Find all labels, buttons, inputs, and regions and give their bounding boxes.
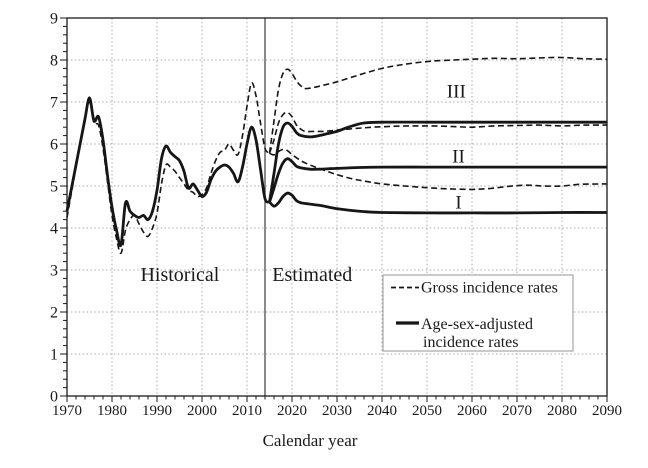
gross-II-line [268, 111, 608, 154]
x-tick-label: 2020 [277, 403, 307, 419]
x-axis-tick-labels: 1970 1980 1990 2000 2010 2020 2030 2040 2050 2060… [52, 403, 622, 419]
region-labels: Historical Estimated [140, 264, 352, 286]
scenario-label-i: I [455, 193, 461, 214]
x-tick-label: 2040 [367, 403, 397, 419]
legend-box [382, 274, 574, 352]
plot-frame [66, 17, 608, 397]
y-tick-label: 2 [50, 305, 58, 322]
scenario-label-ii: II [452, 147, 465, 168]
region-label-estimated: Estimated [272, 264, 352, 286]
x-tick-label: 2060 [457, 403, 487, 419]
y-tick-label: 0 [50, 389, 58, 406]
y-axis-tick-labels: 0 1 2 3 4 5 6 7 8 9 [50, 11, 58, 406]
x-tick-label: 2000 [187, 403, 217, 419]
y-tick-label: 1 [50, 347, 58, 364]
y-tick-label: 3 [50, 263, 58, 280]
adjusted-historical-line [65, 96, 271, 248]
x-tick-label: 2050 [412, 403, 442, 419]
y-tick-label: 8 [50, 53, 58, 70]
adjusted-I-line [268, 191, 608, 215]
y-tick-label: 9 [50, 11, 58, 28]
scenario-label-iii: III [447, 82, 466, 103]
adjusted-II-line [268, 157, 607, 203]
x-tick-label: 2070 [502, 403, 532, 419]
x-tick-label: 2080 [547, 403, 577, 419]
region-label-historical: Historical [140, 264, 219, 286]
legend-label-gross: Gross incidence rates [421, 280, 558, 297]
x-tick-label: 1990 [142, 403, 172, 419]
y-tick-label: 5 [50, 179, 58, 196]
y-tick-label: 6 [50, 137, 58, 154]
adjusted-III-line [268, 120, 607, 203]
x-tick-label: 2010 [232, 403, 262, 419]
gross-historical-line [66, 82, 271, 255]
legend: Gross incidence rates Age-sex-adjusted inc… [382, 274, 574, 352]
gross-III-line [268, 56, 608, 154]
x-tick-label: 2090 [592, 403, 622, 419]
x-tick-label: 1970 [52, 403, 82, 419]
y-tick-label: 7 [50, 95, 58, 112]
x-tick-label: 1980 [97, 403, 127, 419]
gross-I-line [269, 148, 608, 191]
x-tick-label: 2030 [322, 403, 352, 419]
legend-label-adjusted: Age-sex-adjusted incidence rates [421, 316, 533, 351]
x-axis-title: Calendar year [263, 431, 358, 450]
y-tick-label: 4 [50, 221, 58, 238]
data-series [65, 56, 608, 255]
